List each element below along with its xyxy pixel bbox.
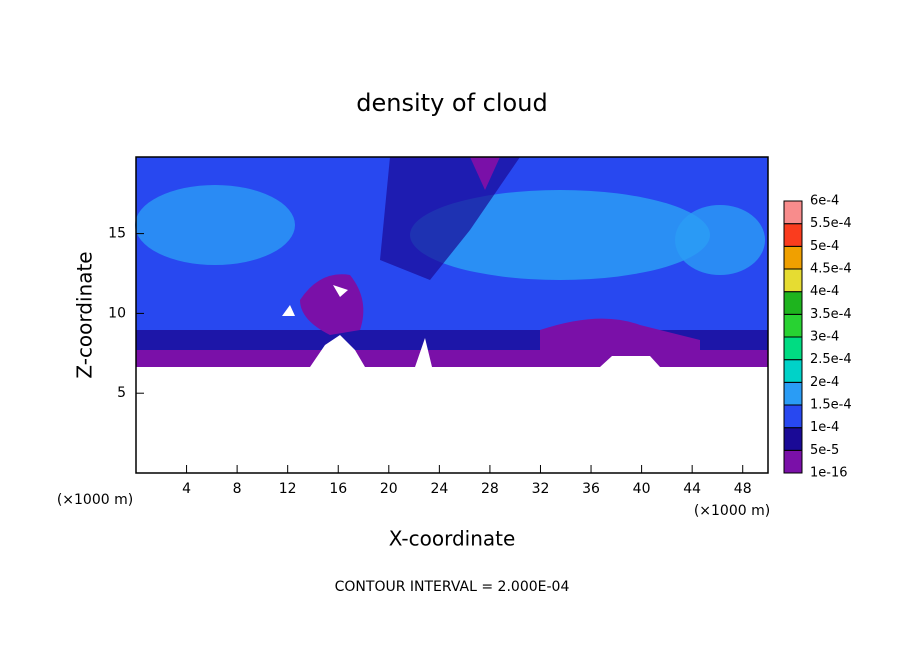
colorbar-box: [783, 449, 803, 474]
colorbar-label: 4.5e-4: [810, 262, 852, 277]
colorbar-box: [783, 381, 803, 406]
colorbar-box: [783, 427, 803, 451]
x-tick-label: 12: [279, 481, 297, 497]
x-tick-label: 40: [633, 481, 651, 497]
colorbar-box: [783, 291, 803, 315]
field-region: [410, 190, 710, 280]
y-tick-label: 5: [117, 385, 126, 401]
x-tick-label: 44: [683, 481, 701, 497]
chart-title: density of cloud: [356, 89, 547, 117]
colorbar-label: 5e-5: [810, 443, 839, 458]
field-region: [300, 274, 364, 335]
field-region: [136, 350, 768, 367]
colorbar-box: [783, 200, 803, 225]
x-tick-label: 36: [582, 481, 600, 497]
x-tick-label: 48: [734, 481, 752, 497]
colorbar-label: 5.5e-4: [810, 216, 852, 231]
colorbar-box: [783, 245, 803, 270]
x-tick-label: 24: [430, 481, 448, 497]
colorbar-label: 5e-4: [810, 239, 839, 254]
field-region: [135, 185, 295, 265]
y-axis-label: Z-coordinate: [73, 251, 97, 378]
colorbar-label: 1.5e-4: [810, 398, 852, 413]
y-tick-label: 15: [108, 226, 126, 242]
footer: CONTOUR INTERVAL = 2.000E-04: [335, 579, 570, 595]
contour-field: [135, 157, 768, 473]
x-tick-label: 28: [481, 481, 499, 497]
x-tick-label: 20: [380, 481, 398, 497]
x-tick-label: 8: [233, 481, 242, 497]
colorbar-box: [783, 359, 803, 383]
colorbar-label: 3e-4: [810, 330, 839, 345]
colorbar-box: [783, 313, 803, 338]
colorbar-box: [783, 404, 803, 429]
colorbar-box: [783, 268, 803, 293]
x-axis-label: X-coordinate: [389, 527, 516, 551]
colorbar-label: 2.5e-4: [810, 352, 852, 367]
x-unit: (×1000 m): [694, 503, 770, 519]
colorbar-box: [783, 336, 803, 361]
x-tick-label: 32: [532, 481, 550, 497]
field-region: [470, 157, 500, 190]
no-data: [310, 335, 660, 367]
colorbar-label: 6e-4: [810, 194, 839, 209]
colorbar-box: [783, 223, 803, 247]
field-region: [540, 318, 700, 352]
no-data: [282, 285, 348, 316]
no-data: [136, 367, 768, 473]
colorbar-label: 3.5e-4: [810, 307, 852, 322]
colorbar-label: 1e-16: [810, 466, 848, 481]
colorbar-label: 4e-4: [810, 284, 839, 299]
field-region: [675, 205, 765, 275]
x-tick-label: 4: [182, 481, 191, 497]
x-tick-label: 16: [329, 481, 347, 497]
colorbar-label: 2e-4: [810, 375, 839, 390]
y-unit: (×1000 m): [57, 492, 133, 508]
y-tick-label: 10: [108, 305, 126, 321]
plot-frame: [135, 156, 769, 474]
colorbar-label: 1e-4: [810, 420, 839, 435]
